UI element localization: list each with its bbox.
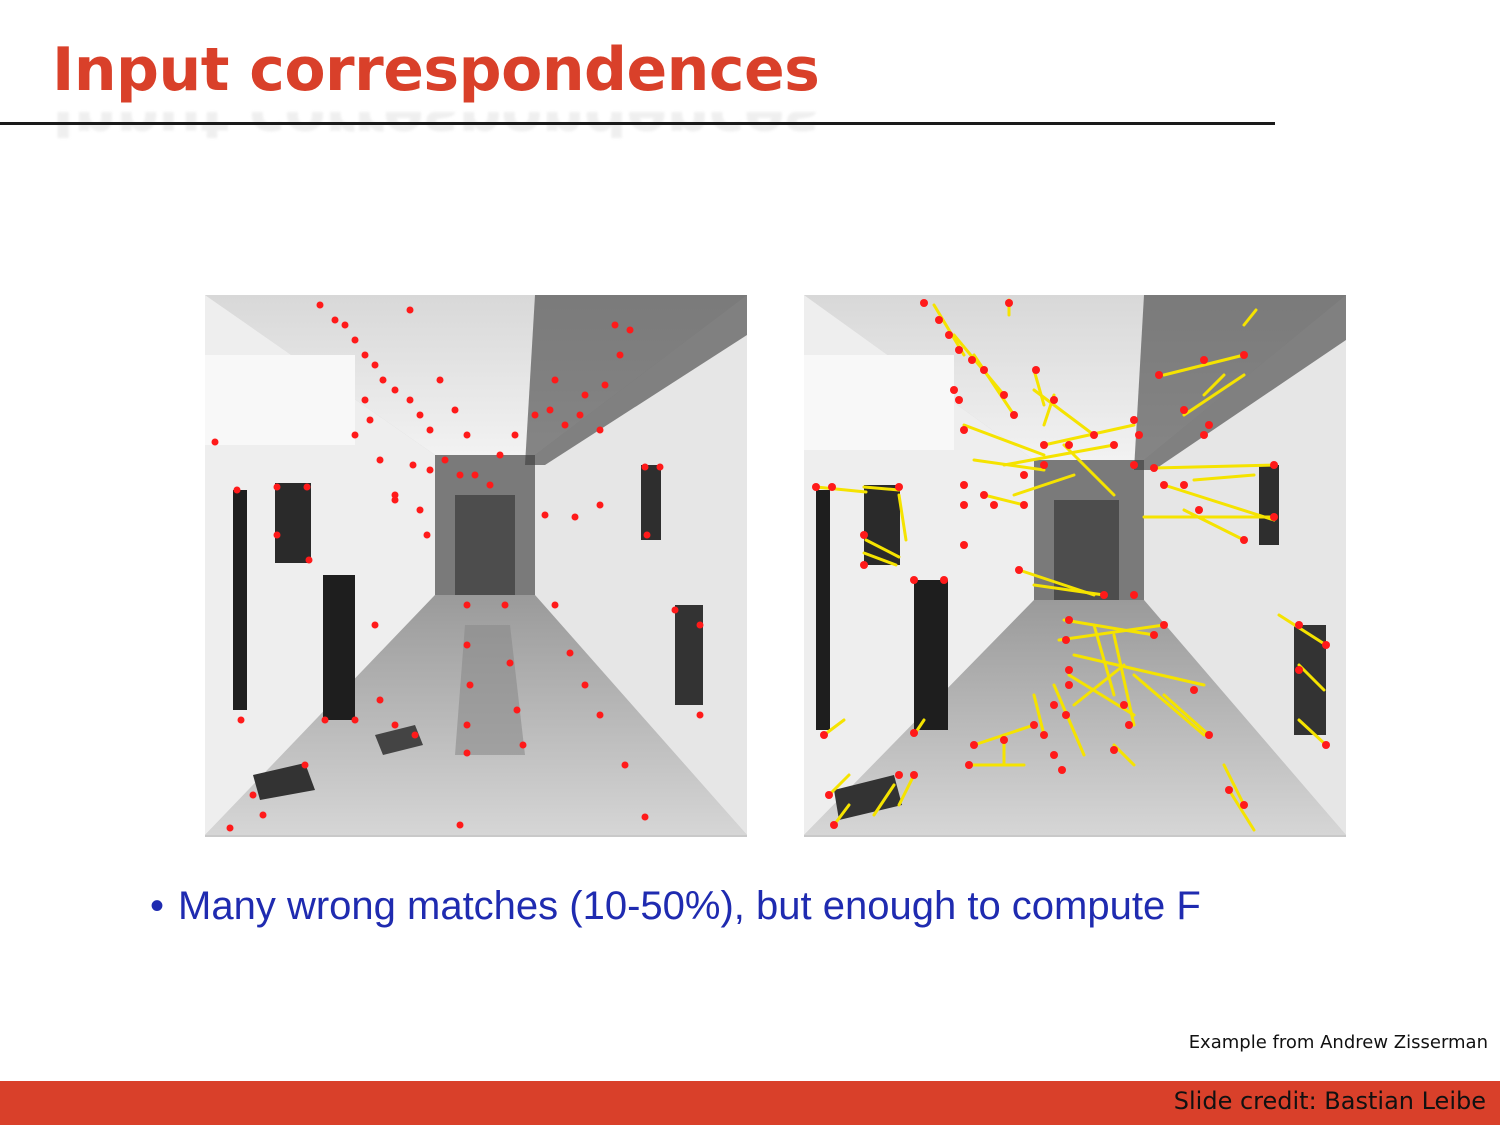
footer-bar: Slide credit: Bastian Leibe bbox=[0, 1081, 1500, 1125]
bullet-text: Many wrong matches (10-50%), but enough … bbox=[178, 884, 1201, 928]
example-credit: Example from Andrew Zisserman bbox=[1188, 1032, 1488, 1053]
right-image bbox=[804, 295, 1346, 837]
title-reflection: Input correspondences bbox=[52, 112, 819, 138]
slide-title: Input correspondences bbox=[52, 35, 820, 105]
slide-credit: Slide credit: Bastian Leibe bbox=[1173, 1087, 1486, 1115]
left-image bbox=[205, 295, 747, 837]
bullet-marker: • bbox=[150, 884, 165, 928]
bullet-item: • Many wrong matches (10-50%), but enough… bbox=[150, 878, 1360, 934]
title-divider bbox=[0, 122, 1275, 125]
